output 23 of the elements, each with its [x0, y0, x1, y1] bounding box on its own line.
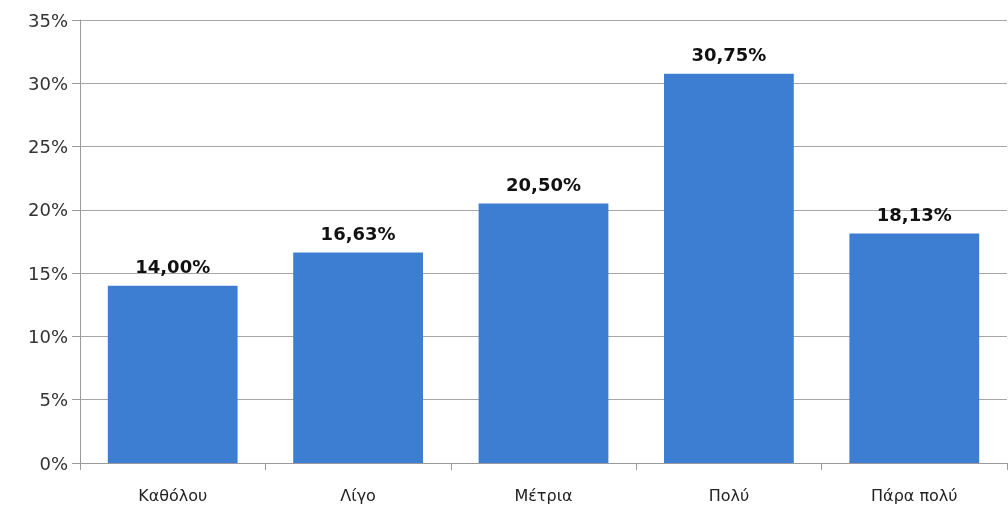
y-tick-label: 25% — [27, 136, 68, 158]
y-tick-label: 20% — [27, 199, 68, 221]
x-tick-label: Πολύ — [708, 485, 750, 505]
bar — [293, 252, 423, 463]
data-label: 18,13% — [876, 204, 952, 226]
x-tick-label: Μέτρια — [514, 485, 573, 505]
data-label: 20,50% — [506, 174, 581, 196]
bar — [478, 203, 609, 463]
data-label: 16,63% — [320, 223, 396, 245]
y-tick-label: 35% — [27, 9, 68, 31]
data-label: 30,75% — [691, 44, 767, 66]
y-tick-label: 10% — [27, 325, 68, 347]
bar — [664, 73, 794, 463]
bar — [849, 233, 980, 463]
data-label: 14,00% — [135, 256, 211, 278]
y-tick-label: 5% — [39, 389, 68, 411]
x-tick-label: Πάρα πολύ — [871, 485, 958, 505]
bar — [107, 285, 238, 463]
x-tick-label: Λίγο — [340, 485, 376, 505]
x-tick-label: Καθόλου — [138, 485, 208, 505]
y-tick-label: 0% — [39, 452, 68, 474]
y-tick-label: 30% — [27, 72, 68, 94]
y-tick-label: 15% — [27, 262, 68, 284]
